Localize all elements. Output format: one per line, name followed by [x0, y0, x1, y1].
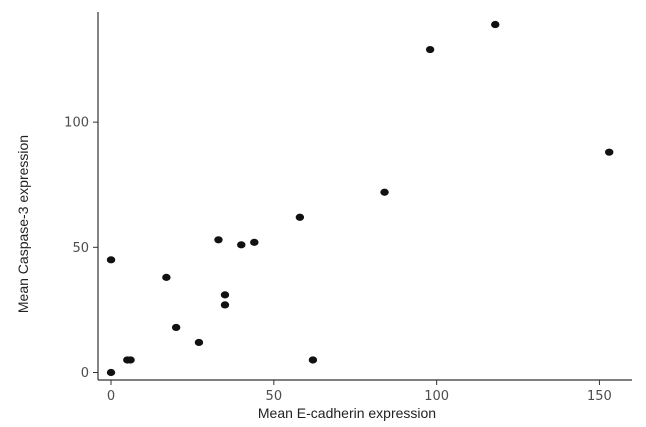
x-tick-label: 100: [424, 389, 449, 404]
data-point: [106, 368, 116, 377]
x-tick-label: 150: [587, 389, 612, 404]
data-point: [605, 148, 614, 156]
y-tick-label: 50: [72, 241, 89, 256]
data-point: [250, 238, 259, 246]
data-point: [237, 241, 246, 249]
data-point: [126, 356, 135, 364]
data-points: [106, 20, 614, 377]
data-point: [295, 213, 305, 221]
data-point: [220, 291, 230, 299]
x-axis-label: Mean E-cadherin expression: [258, 405, 436, 421]
data-point: [220, 301, 230, 309]
y-axis-label: Mean Caspase-3 expression: [15, 135, 31, 313]
x-tick-label: 50: [266, 389, 283, 404]
y-tick-label: 0: [81, 366, 89, 381]
data-point: [171, 323, 181, 332]
data-point: [214, 236, 223, 244]
y-ticks: 0 50 100: [64, 116, 98, 381]
data-point: [425, 45, 435, 54]
data-point: [106, 256, 116, 264]
x-tick-label: 0: [107, 389, 115, 404]
y-tick-label: 100: [64, 116, 89, 131]
data-point: [308, 356, 318, 364]
x-ticks: 0 50 100 150: [107, 380, 612, 404]
axes: [97, 12, 632, 381]
data-point: [162, 273, 171, 281]
data-point: [194, 338, 204, 347]
data-point: [491, 20, 500, 29]
data-point: [380, 188, 389, 196]
